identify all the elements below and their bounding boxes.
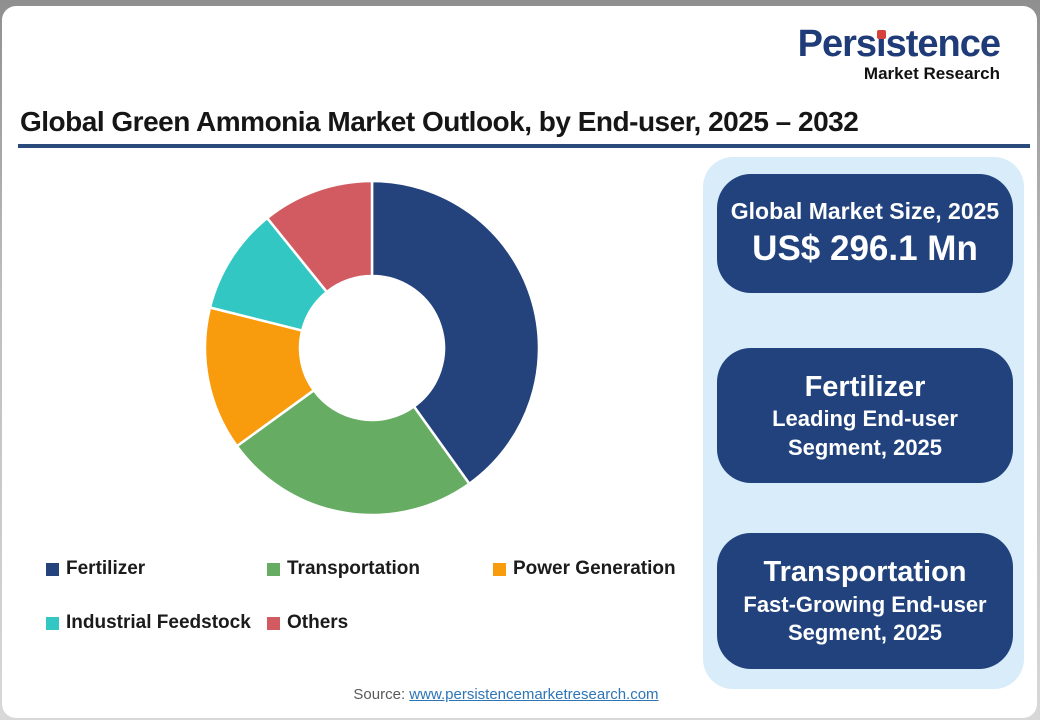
donut-segment-power-generation	[203, 306, 315, 448]
legend-swatch-industrial-feedstock-icon	[46, 616, 59, 630]
leading-segment-line1: Leading End-user	[772, 406, 958, 432]
donut-segment-fertilizer	[370, 179, 541, 485]
fast-growing-segment-name: Transportation	[763, 556, 967, 589]
legend-label: Transportation	[287, 558, 421, 579]
legend-item-power-generation: Power Generation	[493, 558, 676, 579]
legend-label: Industrial Feedstock	[66, 612, 251, 633]
legend-label: Power Generation	[513, 558, 676, 579]
stat-box-market-size: Global Market Size, 2025 US$ 296.1 Mn	[717, 174, 1013, 293]
legend-label: Fertilizer	[66, 558, 146, 579]
donut-segment-transportation	[235, 389, 471, 517]
fast-growing-segment-line1: Fast-Growing End-user	[743, 591, 987, 617]
leading-segment-line2: Segment, 2025	[787, 434, 943, 460]
stat-box-fast-growing-segment: Transportation Fast-Growing End-user Seg…	[717, 533, 1013, 669]
legend-swatch-transportation-icon	[267, 562, 280, 576]
legend-swatch-others-icon	[267, 616, 280, 630]
legend-item-fertilizer: Fertilizer	[46, 558, 146, 579]
legend-swatch-power-generation-icon	[493, 562, 506, 576]
slide-card: Persı stence Market Research Global Green…	[2, 6, 1037, 718]
logo-wordmark: Persı stence	[797, 23, 1001, 65]
market-size-value: US$ 296.1 Mn	[752, 229, 978, 269]
source-label: Source:	[353, 686, 406, 703]
donut-chart	[203, 179, 541, 517]
logo-tagline: Market Research	[863, 64, 1000, 83]
source-line: Source: www.persistencemarketresearch.co…	[2, 686, 1010, 703]
legend-item-transportation: Transportation	[267, 558, 421, 579]
market-size-label: Global Market Size, 2025	[730, 197, 1000, 224]
logo-wordmark-i: ı	[876, 23, 887, 65]
logo-wordmark-part3: stence	[885, 23, 1001, 65]
leading-segment-name: Fertilizer	[804, 370, 926, 403]
logo-wordmark-part1: Pers	[797, 23, 877, 65]
logo-red-dot-icon	[877, 30, 887, 39]
legend-label: Others	[287, 612, 349, 633]
source-link[interactable]: www.persistencemarketresearch.com	[409, 686, 659, 703]
highlight-panel: Global Market Size, 2025 US$ 296.1 Mn Fe…	[703, 157, 1024, 689]
legend-item-others: Others	[267, 612, 349, 633]
stat-box-leading-segment: Fertilizer Leading End-user Segment, 202…	[717, 348, 1013, 483]
legend-swatch-fertilizer-icon	[46, 562, 59, 576]
page-title: Global Green Ammonia Market Outlook, by …	[20, 106, 859, 137]
fast-growing-segment-line2: Segment, 2025	[787, 620, 943, 646]
title-underline	[18, 144, 1030, 148]
donut-segment-others	[265, 179, 374, 294]
logo: Persı stence Market Research	[797, 23, 1001, 83]
legend-item-industrial-feedstock: Industrial Feedstock	[46, 612, 251, 633]
